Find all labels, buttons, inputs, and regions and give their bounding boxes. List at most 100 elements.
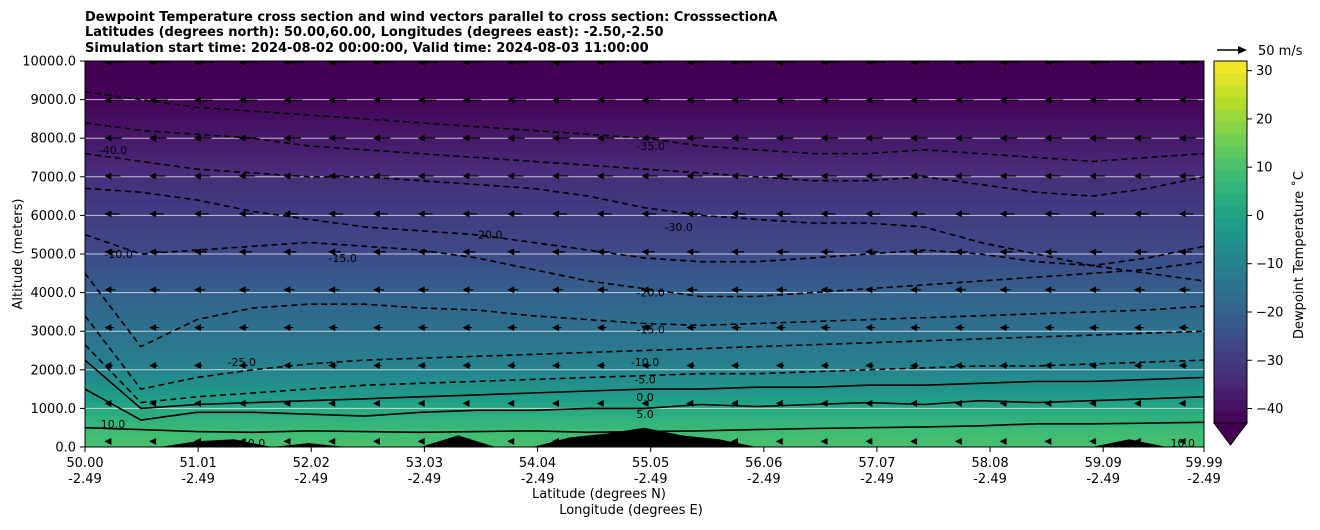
- wind-vector: [193, 286, 205, 294]
- wind-vector: [775, 210, 791, 218]
- dewpoint-band: [85, 382, 1204, 390]
- x-tick-label-lon: -2.49: [181, 472, 215, 487]
- wind-vector: [999, 286, 1011, 294]
- wind-vector: [283, 437, 291, 445]
- wind-vector: [1044, 172, 1061, 180]
- wind-vector: [910, 399, 918, 407]
- dewpoint-band: [85, 61, 1204, 69]
- dewpoint-band: [85, 221, 1204, 229]
- wind-vector: [865, 210, 881, 218]
- wind-vector: [462, 286, 474, 294]
- dewpoint-band: [85, 170, 1204, 178]
- wind-vector: [551, 324, 562, 332]
- colorbar: −40 −30 −20 −10 0 10 20 30: [1213, 60, 1283, 446]
- contour-label: 10.0: [1170, 437, 1195, 450]
- wind-vector: [1089, 61, 1110, 66]
- wind-vector: [104, 286, 116, 294]
- dewpoint-band: [85, 125, 1204, 133]
- wind-vector: [149, 134, 167, 142]
- wind-vector: [954, 286, 966, 294]
- colorbar-segment: [1214, 278, 1247, 291]
- colorbar-segment: [1214, 205, 1247, 219]
- wind-vector: [775, 61, 796, 66]
- wind-vector: [238, 96, 258, 104]
- colorbar-segment: [1214, 217, 1247, 231]
- wind-vector: [417, 437, 425, 445]
- wind-vector: [193, 61, 215, 66]
- dewpoint-band: [85, 279, 1204, 287]
- wind-vector: [596, 399, 604, 407]
- y-tick-label: 1000.0: [31, 402, 77, 417]
- wind-vector: [686, 286, 698, 294]
- wind-vector: [999, 399, 1007, 407]
- wind-vector: [865, 437, 873, 445]
- dewpoint-band: [85, 93, 1204, 101]
- wind-vector: [462, 210, 478, 218]
- wind-vector: [283, 172, 300, 180]
- colorbar-tick-label: 0: [1256, 209, 1264, 224]
- wind-vector: [551, 399, 559, 407]
- dewpoint-band: [85, 80, 1204, 88]
- wind-vector: [1133, 210, 1149, 218]
- wind-vector: [238, 437, 246, 445]
- wind-vector: [283, 96, 303, 104]
- colorbar-segment: [1214, 181, 1247, 195]
- colorbar-segment: [1214, 73, 1247, 86]
- colorbar-tick-label: 10: [1256, 161, 1273, 176]
- colorbar-tick-label: −10: [1256, 257, 1283, 272]
- x-tick-label-lon: -2.49: [634, 472, 668, 487]
- colorbar-segment: [1214, 229, 1247, 243]
- wind-vector: [238, 248, 252, 256]
- wind-vector: [910, 248, 924, 256]
- contour-label: -10.0: [631, 356, 659, 369]
- colorbar-segment: [1214, 242, 1247, 255]
- contour-label: 5.0: [636, 408, 654, 421]
- wind-vector: [731, 134, 749, 142]
- wind-vector: [551, 437, 559, 445]
- wind-vector: [193, 399, 201, 407]
- x-axis-label: Latitude (degrees N): [532, 487, 666, 502]
- x-tick-label-lon: -2.49: [973, 472, 1007, 487]
- wind-vector: [328, 61, 349, 66]
- wind-vector: [328, 134, 346, 142]
- dewpoint-band: [85, 356, 1204, 364]
- wind-vector: [1178, 362, 1188, 370]
- wind-vector: [910, 96, 929, 104]
- wind-vector: [596, 172, 613, 180]
- wind-vector: [238, 286, 250, 294]
- wind-reference-key: 50 m/s: [1217, 44, 1303, 59]
- wind-vector: [149, 286, 161, 294]
- wind-vector: [910, 210, 925, 218]
- wind-vector: [462, 248, 476, 256]
- colorbar-tick-label: −40: [1256, 402, 1283, 417]
- x-tick-label-lat: 52.02: [293, 456, 330, 471]
- wind-vector: [417, 399, 425, 407]
- dewpoint-band: [85, 183, 1204, 191]
- wind-vector: [999, 210, 1015, 218]
- dewpoint-band: [85, 118, 1204, 126]
- wind-vector: [328, 362, 337, 370]
- wind-vector: [954, 399, 962, 407]
- x-tick-label-lon: -2.49: [860, 472, 894, 487]
- colorbar-tick-label: 20: [1256, 112, 1273, 127]
- wind-vector: [820, 437, 828, 445]
- wind-vector: [1133, 172, 1151, 180]
- wind-vector: [149, 96, 168, 104]
- wind-vector: [1133, 134, 1152, 142]
- wind-vector: [641, 324, 652, 332]
- wind-vector: [372, 96, 392, 104]
- contour-line: [85, 233, 1204, 298]
- dewpoint-band: [85, 151, 1204, 159]
- colorbar-tick-label: −30: [1256, 354, 1283, 369]
- colorbar-segment: [1214, 121, 1247, 134]
- wind-vector: [104, 362, 113, 370]
- dewpoint-band: [85, 189, 1204, 197]
- wind-vector: [193, 324, 204, 332]
- chart-title-line-3: Simulation start time: 2024-08-02 00:00:…: [85, 41, 649, 56]
- x-tick-label-lat: 53.03: [406, 456, 443, 471]
- wind-vector: [104, 96, 124, 104]
- terrain-profile: [85, 427, 1204, 447]
- wind-vector: [910, 61, 931, 66]
- dewpoint-band: [85, 266, 1204, 274]
- contour-label: -30.0: [664, 221, 692, 234]
